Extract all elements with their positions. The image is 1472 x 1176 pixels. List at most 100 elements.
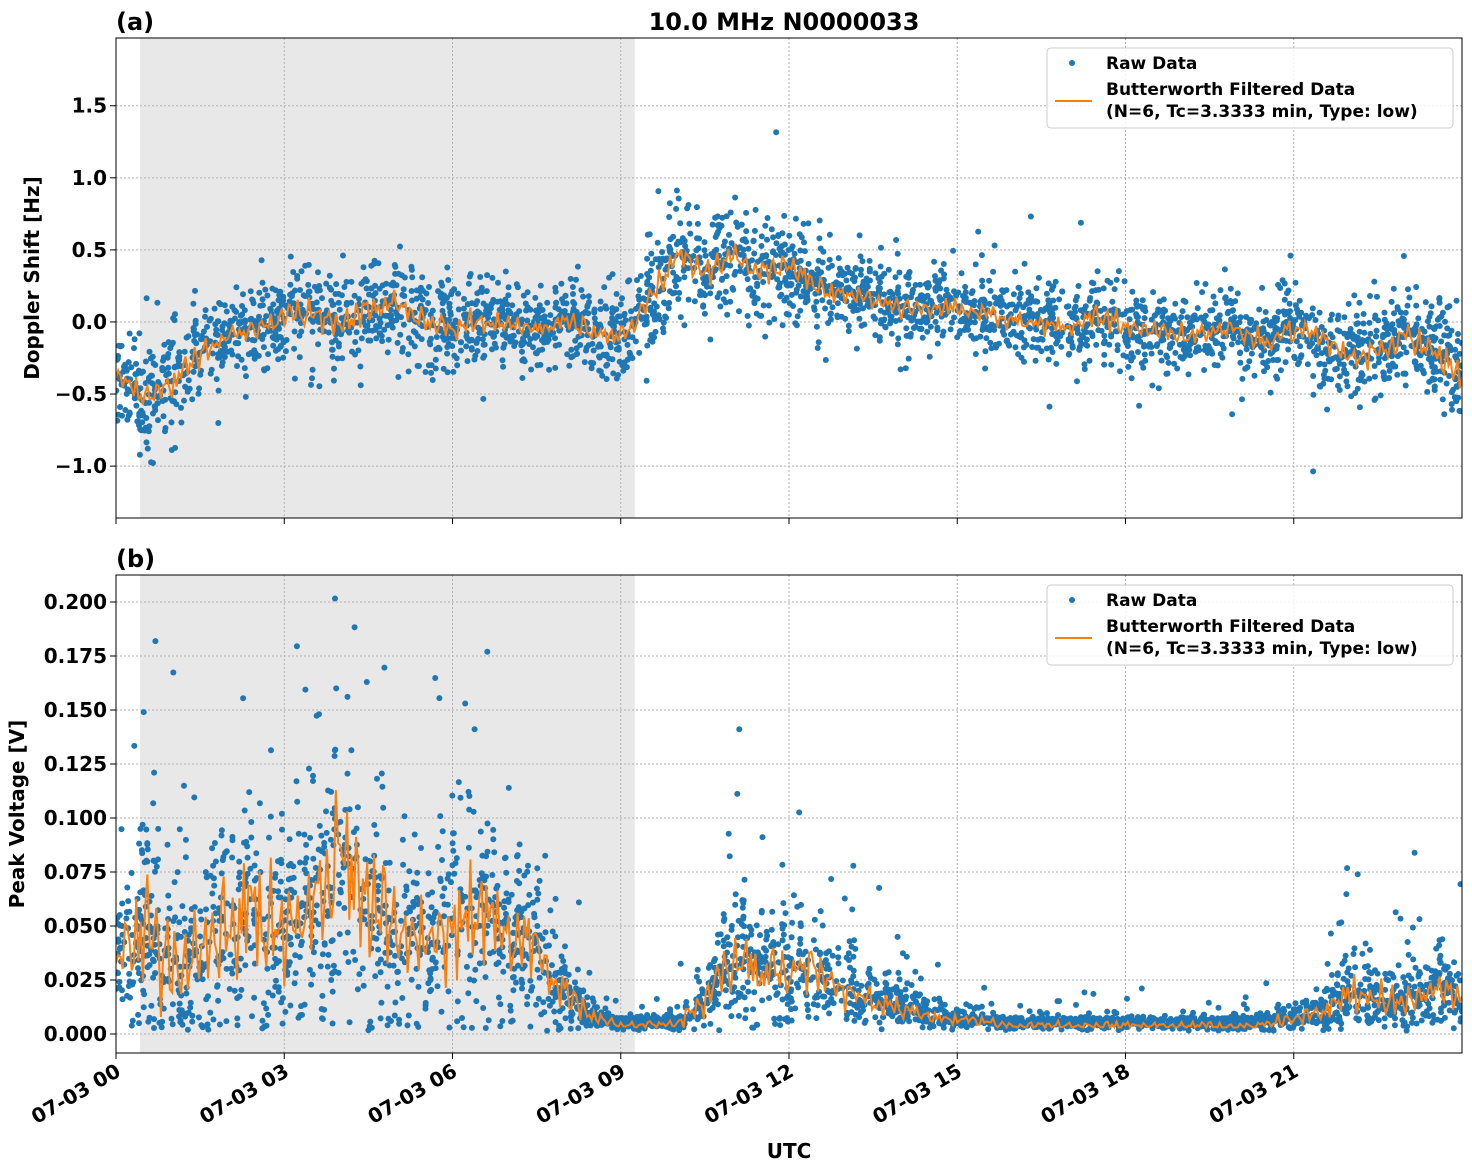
raw-data-point	[751, 989, 757, 995]
raw-data-point	[817, 218, 823, 224]
raw-data-point	[586, 293, 592, 299]
raw-data-point	[1188, 341, 1194, 347]
raw-data-point	[1382, 1024, 1388, 1030]
raw-data-point	[1078, 220, 1084, 226]
legend-raw-label: Raw Data	[1106, 54, 1197, 74]
raw-data-point	[1410, 925, 1416, 931]
raw-data-point	[169, 1016, 175, 1022]
raw-data-point	[962, 284, 968, 290]
raw-data-point	[331, 302, 337, 308]
raw-data-point	[1184, 314, 1190, 320]
raw-data-point	[357, 364, 363, 370]
raw-data-point	[248, 835, 254, 841]
raw-data-point	[763, 948, 769, 954]
raw-data-point	[294, 799, 300, 805]
raw-data-point	[771, 316, 777, 322]
raw-data-point	[1027, 326, 1033, 332]
raw-data-point	[172, 364, 178, 370]
raw-data-point	[903, 325, 909, 331]
raw-data-point	[270, 343, 276, 349]
raw-data-point	[951, 288, 957, 294]
raw-data-point	[941, 272, 947, 278]
raw-data-point	[762, 223, 768, 229]
raw-data-point	[1414, 366, 1420, 372]
raw-data-point	[792, 320, 798, 326]
raw-data-point	[1096, 287, 1102, 293]
raw-data-point	[360, 965, 366, 971]
raw-data-point	[292, 376, 298, 382]
raw-data-point	[1283, 309, 1289, 315]
raw-data-point	[913, 282, 919, 288]
raw-data-point	[905, 282, 911, 288]
raw-data-point	[586, 342, 592, 348]
raw-data-point	[440, 893, 446, 899]
raw-data-point	[1401, 253, 1407, 259]
raw-data-point	[1038, 336, 1044, 342]
raw-data-point	[591, 999, 597, 1005]
raw-data-point	[462, 701, 468, 707]
raw-data-point	[695, 221, 701, 227]
raw-data-point	[560, 300, 566, 306]
raw-data-point	[438, 280, 444, 286]
raw-data-point	[781, 932, 787, 938]
raw-data-point	[472, 726, 478, 732]
raw-data-point	[141, 709, 147, 715]
raw-data-point	[906, 356, 912, 362]
raw-data-point	[797, 231, 803, 237]
raw-data-point	[979, 278, 985, 284]
raw-data-point	[355, 347, 361, 353]
raw-data-point	[509, 892, 515, 898]
raw-data-point	[297, 860, 303, 866]
raw-data-point	[715, 294, 721, 300]
raw-data-point	[379, 333, 385, 339]
raw-data-point	[642, 322, 648, 328]
raw-data-point	[729, 927, 735, 933]
raw-data-point	[1341, 362, 1347, 368]
raw-data-point	[1139, 986, 1145, 992]
raw-data-point	[484, 312, 490, 318]
raw-data-point	[1406, 295, 1412, 301]
raw-data-point	[791, 892, 797, 898]
raw-data-point	[1412, 850, 1418, 856]
raw-data-point	[822, 306, 828, 312]
raw-data-point	[893, 274, 899, 280]
raw-data-point	[451, 353, 457, 359]
raw-data-point	[1351, 292, 1357, 298]
raw-data-point	[746, 287, 752, 293]
raw-data-point	[762, 334, 768, 340]
raw-data-point	[552, 285, 558, 291]
raw-data-point	[1026, 297, 1032, 303]
raw-data-point	[1044, 346, 1050, 352]
raw-data-point	[1056, 296, 1062, 302]
raw-data-point	[983, 335, 989, 341]
raw-data-point	[136, 1020, 142, 1026]
raw-data-point	[211, 883, 217, 889]
raw-data-point	[1352, 964, 1358, 970]
raw-data-point	[633, 338, 639, 344]
raw-data-point	[666, 305, 672, 311]
raw-data-point	[1245, 364, 1251, 370]
raw-data-point	[519, 375, 525, 381]
raw-data-point	[220, 857, 226, 863]
raw-data-point	[379, 771, 385, 777]
raw-data-point	[474, 290, 480, 296]
raw-data-point	[662, 314, 668, 320]
raw-data-point	[1329, 312, 1335, 318]
raw-data-point	[277, 289, 283, 295]
raw-data-point	[853, 265, 859, 271]
raw-data-point	[1216, 1005, 1222, 1011]
raw-data-point	[1155, 306, 1161, 312]
raw-data-point	[777, 293, 783, 299]
raw-data-point	[287, 836, 293, 842]
raw-data-point	[1378, 392, 1384, 398]
raw-data-point	[1125, 364, 1131, 370]
raw-data-point	[541, 1009, 547, 1015]
raw-data-point	[881, 291, 887, 297]
raw-data-point	[729, 240, 735, 246]
raw-data-point	[482, 342, 488, 348]
raw-data-point	[1159, 358, 1165, 364]
raw-data-point	[349, 349, 355, 355]
raw-data-point	[506, 284, 512, 290]
raw-data-point	[114, 355, 120, 361]
raw-data-point	[836, 255, 842, 261]
